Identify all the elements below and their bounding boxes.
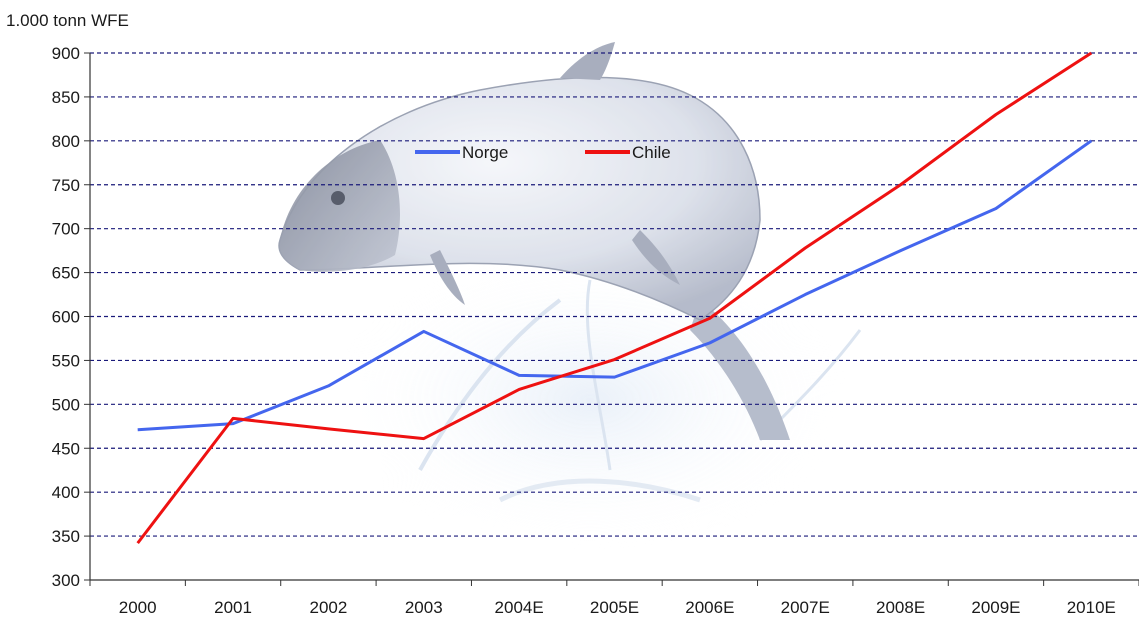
x-tick-label: 2002 (309, 598, 347, 617)
fish-pectoral-fin (430, 250, 465, 305)
splash-streak (498, 478, 701, 503)
y-axis-ticks: 300 350 400 450 500 550 600 650 700 750 800 850 900 (52, 44, 90, 590)
y-tick-label: 800 (52, 132, 80, 151)
y-tick-label: 750 (52, 176, 80, 195)
x-tick-label: 2004E (495, 598, 544, 617)
y-tick-label: 550 (52, 351, 80, 370)
x-tick-label: 2005E (590, 598, 639, 617)
salmon-illustration (278, 42, 862, 550)
legend-label-norge: Norge (462, 143, 508, 162)
x-tick-label: 2003 (405, 598, 443, 617)
x-tick-label: 2000 (119, 598, 157, 617)
fish-head (279, 140, 400, 272)
fish-eye (331, 191, 345, 205)
x-axis-ticks: 2000 2001 2002 2003 2004E 2005E 2006E 2007E 2008… (89, 580, 1139, 617)
y-tick-label: 400 (52, 483, 80, 502)
y-tick-label: 850 (52, 88, 80, 107)
y-tick-label: 700 (52, 220, 80, 239)
x-tick-label: 2009E (971, 598, 1020, 617)
series-line-chile (136, 51, 1093, 545)
series-line-norge (137, 139, 1093, 432)
legend: Norge Chile (415, 143, 671, 162)
fish-dorsal-fin (560, 42, 615, 80)
fish-ventral-fin (632, 230, 680, 285)
y-tick-label: 350 (52, 527, 80, 546)
y-tick-label: 450 (52, 439, 80, 458)
series-lines (136, 51, 1093, 545)
y-tick-label: 650 (52, 264, 80, 283)
y-axis-label: 1.000 tonn WFE (6, 11, 129, 30)
legend-label-chile: Chile (632, 143, 671, 162)
y-tick-label: 300 (52, 571, 80, 590)
fish-body (278, 76, 761, 321)
fish-tail (690, 300, 790, 440)
y-tick-label: 600 (52, 308, 80, 327)
y-tick-label: 500 (52, 395, 80, 414)
x-tick-label: 2010E (1067, 598, 1116, 617)
x-tick-label: 2006E (685, 598, 734, 617)
x-tick-label: 2001 (214, 598, 252, 617)
y-tick-label: 900 (52, 44, 80, 63)
x-tick-label: 2007E (781, 598, 830, 617)
x-tick-label: 2008E (876, 598, 925, 617)
